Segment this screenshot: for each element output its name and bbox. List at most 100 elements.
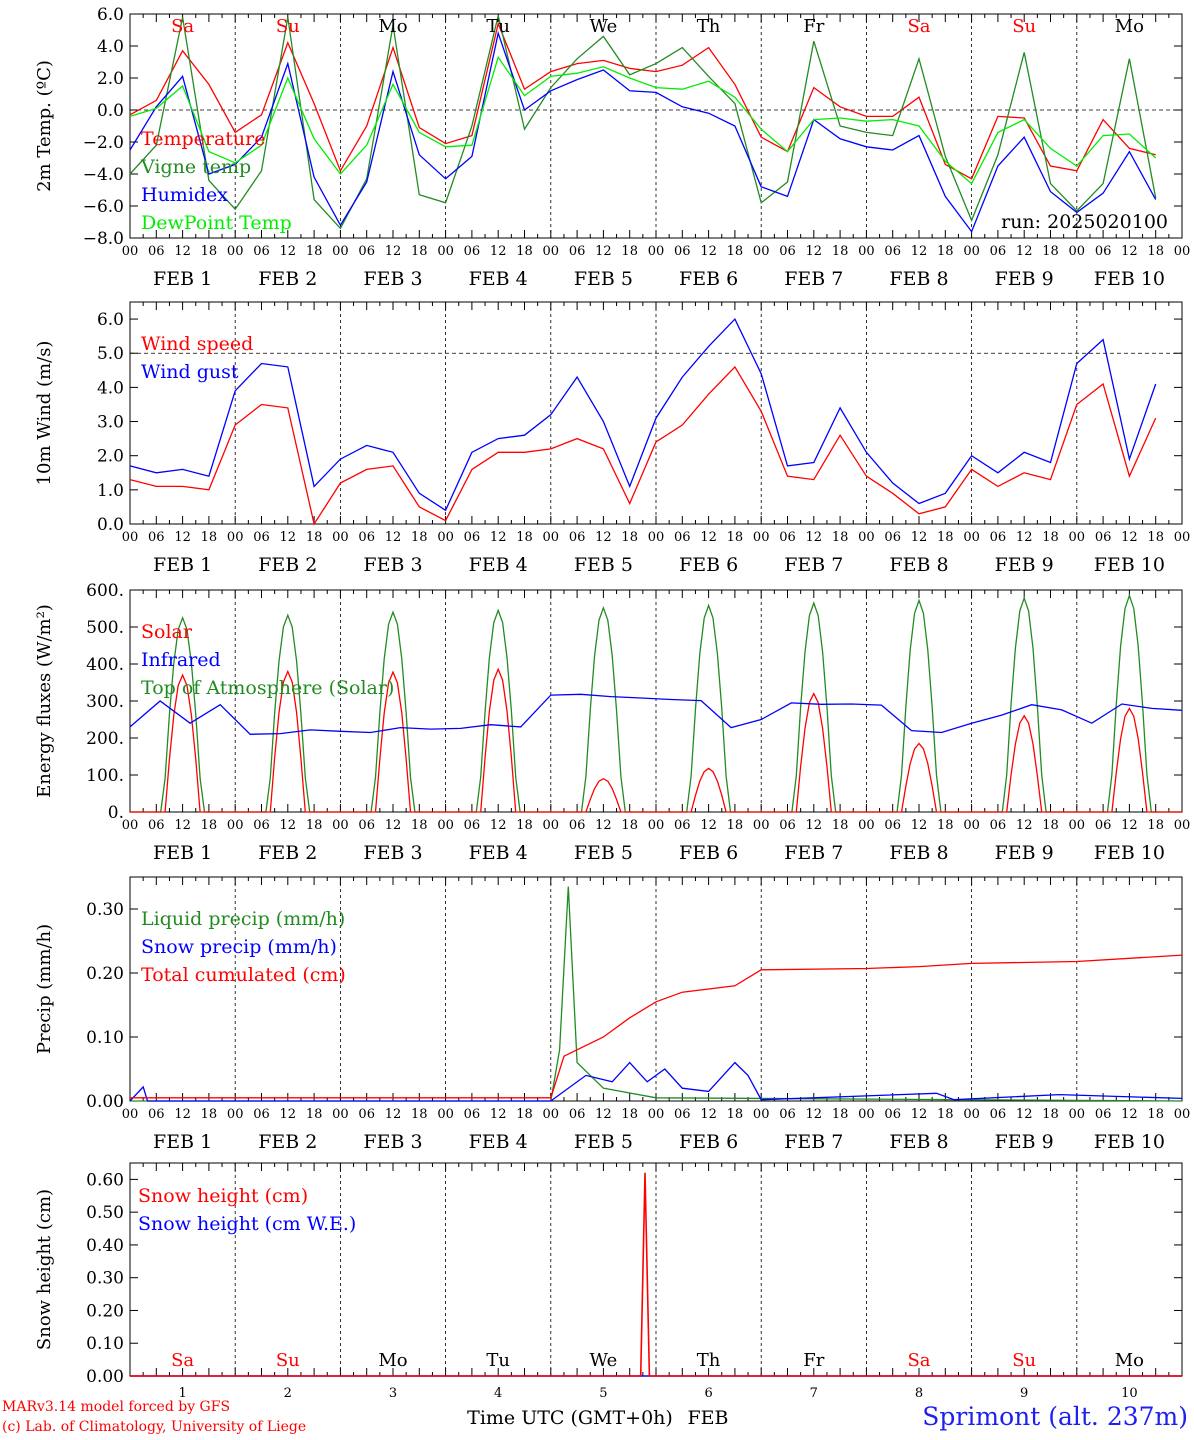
- day-name: Su: [276, 16, 300, 37]
- hour-tick-label: 12: [1016, 818, 1033, 833]
- y-tick-label: 0.20: [86, 964, 124, 984]
- day-number: 1: [178, 1386, 186, 1401]
- day-number: 8: [915, 1386, 923, 1401]
- y-tick-label: 0.60: [86, 1170, 124, 1190]
- hour-tick-label: 18: [1147, 244, 1164, 259]
- hour-tick-label: 00: [227, 818, 244, 833]
- legend-entry: Wind speed: [141, 333, 253, 355]
- hour-tick-label: 12: [385, 244, 402, 259]
- hour-tick-label: 12: [280, 244, 297, 259]
- legend-entry: Snow height (cm): [138, 1185, 308, 1207]
- date-label: FEB 7: [784, 1131, 843, 1153]
- hour-tick-label: 18: [201, 1107, 218, 1122]
- y-tick-label: 400.: [86, 655, 124, 675]
- hour-tick-label: 12: [174, 818, 191, 833]
- day-name: Sa: [171, 1350, 194, 1371]
- series-line-liquid-precip-mm-h-: [130, 886, 1183, 1102]
- hour-tick-label: 00: [1174, 244, 1191, 259]
- y-tick-label: 200.: [86, 729, 124, 749]
- date-label: FEB 8: [889, 1131, 948, 1153]
- y-tick-label: 0.0: [97, 515, 124, 535]
- hour-tick-label: 12: [1121, 1107, 1138, 1122]
- hour-tick-label: 06: [148, 1107, 165, 1122]
- y-tick-label: −2.0: [83, 133, 124, 153]
- hour-tick-label: 06: [779, 530, 796, 545]
- legend-entry: Temperature: [141, 128, 265, 150]
- day-name: Su: [1012, 1350, 1036, 1371]
- hour-tick-label: 06: [253, 244, 270, 259]
- date-label: FEB 3: [363, 554, 422, 576]
- series-line-vigne-temp: [129, 15, 1157, 230]
- legend-entry: Humidex: [141, 184, 228, 206]
- legend-entry: Top of Atmosphere (Solar): [141, 677, 394, 699]
- hour-tick-label: 06: [148, 244, 165, 259]
- hour-tick-label: 06: [674, 1107, 691, 1122]
- hour-tick-label: 00: [1174, 1107, 1191, 1122]
- hour-tick-label: 12: [700, 244, 717, 259]
- hour-tick-label: 12: [700, 818, 717, 833]
- hour-tick-label: 18: [937, 244, 954, 259]
- hour-tick-label: 18: [832, 530, 849, 545]
- y-tick-label: 100.: [86, 766, 124, 786]
- hour-tick-label: 18: [1147, 530, 1164, 545]
- date-label: FEB 10: [1094, 1131, 1165, 1153]
- y-axis-label: 10m Wind (m/s): [34, 341, 55, 486]
- hour-tick-label: 18: [201, 530, 218, 545]
- y-tick-label: 1.0: [97, 481, 124, 501]
- hour-tick-label: 06: [569, 1107, 586, 1122]
- hour-tick-label: 18: [306, 244, 323, 259]
- day-name: Fr: [803, 1350, 824, 1371]
- series-line-temperature: [129, 21, 1156, 180]
- y-tick-label: 2.0: [97, 69, 124, 89]
- hour-tick-label: 12: [174, 244, 191, 259]
- date-label: FEB 6: [679, 1131, 738, 1153]
- hour-tick-label: 06: [253, 818, 270, 833]
- date-label: FEB 6: [679, 268, 738, 290]
- legend-entry: Snow precip (mm/h): [141, 936, 337, 958]
- hour-tick-label: 18: [201, 818, 218, 833]
- date-label: FEB 10: [1094, 554, 1165, 576]
- hour-tick-label: 12: [385, 530, 402, 545]
- hour-tick-label: 00: [648, 1107, 665, 1122]
- y-tick-label: 0.40: [86, 1236, 124, 1256]
- hour-tick-label: 00: [437, 530, 454, 545]
- day-name: Mo: [378, 1350, 407, 1371]
- hour-tick-label: 18: [832, 244, 849, 259]
- legend-entry: DewPoint Temp: [141, 212, 292, 234]
- hour-tick-label: 18: [727, 244, 744, 259]
- date-label: FEB 3: [363, 1131, 422, 1153]
- hour-tick-label: 12: [1016, 1107, 1033, 1122]
- day-name: Mo: [1115, 1350, 1144, 1371]
- hour-tick-label: 18: [727, 1107, 744, 1122]
- hour-tick-label: 12: [806, 244, 823, 259]
- hour-tick-label: 18: [516, 1107, 533, 1122]
- y-tick-label: 0.10: [86, 1028, 124, 1048]
- hour-tick-label: 00: [122, 818, 139, 833]
- hour-tick-label: 06: [674, 818, 691, 833]
- hour-tick-label: 18: [727, 818, 744, 833]
- date-label: FEB 2: [258, 554, 317, 576]
- hour-tick-label: 12: [1016, 244, 1033, 259]
- x-axis-month: FEB: [687, 1407, 728, 1429]
- hour-tick-label: 06: [569, 530, 586, 545]
- date-label: FEB 10: [1094, 842, 1165, 864]
- hour-tick-label: 00: [332, 530, 349, 545]
- y-tick-label: 4.0: [97, 37, 124, 57]
- hour-tick-label: 18: [832, 1107, 849, 1122]
- date-label: FEB 3: [363, 268, 422, 290]
- hour-tick-label: 12: [806, 818, 823, 833]
- hour-tick-label: 18: [937, 1107, 954, 1122]
- day-name: Tu: [486, 1350, 510, 1371]
- hour-tick-label: 00: [648, 818, 665, 833]
- date-label: FEB 4: [469, 842, 528, 864]
- date-label: FEB 5: [574, 554, 633, 576]
- hour-tick-label: 12: [595, 1107, 612, 1122]
- date-label: FEB 7: [784, 554, 843, 576]
- date-label: FEB 9: [995, 1131, 1054, 1153]
- hour-tick-label: 06: [884, 530, 901, 545]
- hour-tick-label: 12: [595, 818, 612, 833]
- date-label: FEB 8: [889, 842, 948, 864]
- hour-tick-label: 00: [437, 1107, 454, 1122]
- series-line-wind-speed: [129, 365, 1157, 526]
- day-name: Th: [697, 16, 721, 37]
